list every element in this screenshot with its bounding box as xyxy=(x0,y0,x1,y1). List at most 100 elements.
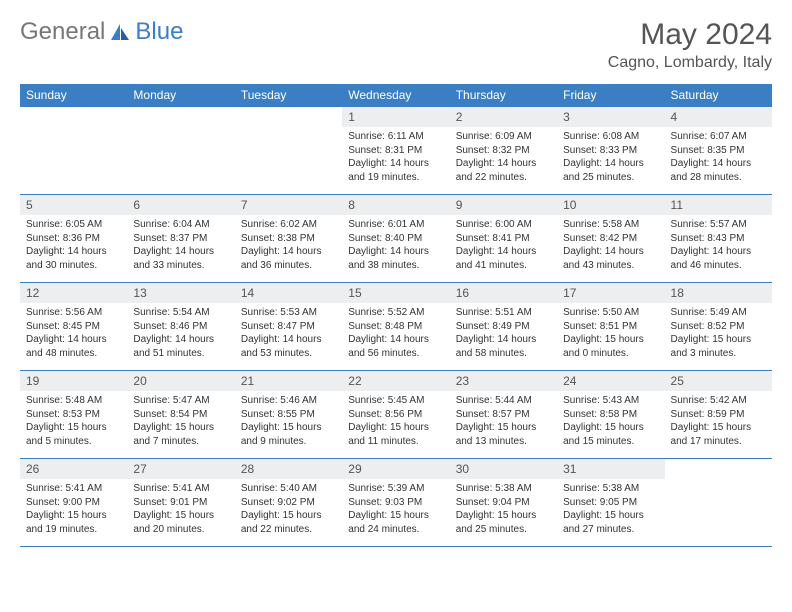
day-number: 30 xyxy=(450,459,557,479)
calendar-week: 26Sunrise: 5:41 AMSunset: 9:00 PMDayligh… xyxy=(20,459,772,547)
day-details: Sunrise: 5:49 AMSunset: 8:52 PMDaylight:… xyxy=(665,303,772,364)
calendar-cell xyxy=(20,107,127,195)
day-header: Saturday xyxy=(665,84,772,107)
calendar-cell: 1Sunrise: 6:11 AMSunset: 8:31 PMDaylight… xyxy=(342,107,449,195)
calendar-cell: 24Sunrise: 5:43 AMSunset: 8:58 PMDayligh… xyxy=(557,371,664,459)
day-details: Sunrise: 6:09 AMSunset: 8:32 PMDaylight:… xyxy=(450,127,557,188)
calendar-cell: 31Sunrise: 5:38 AMSunset: 9:05 PMDayligh… xyxy=(557,459,664,547)
day-number: 14 xyxy=(235,283,342,303)
day-number: 20 xyxy=(127,371,234,391)
day-details: Sunrise: 5:42 AMSunset: 8:59 PMDaylight:… xyxy=(665,391,772,452)
day-details: Sunrise: 5:53 AMSunset: 8:47 PMDaylight:… xyxy=(235,303,342,364)
day-number: 28 xyxy=(235,459,342,479)
day-number: 25 xyxy=(665,371,772,391)
day-details: Sunrise: 5:50 AMSunset: 8:51 PMDaylight:… xyxy=(557,303,664,364)
day-number: 5 xyxy=(20,195,127,215)
calendar-cell: 29Sunrise: 5:39 AMSunset: 9:03 PMDayligh… xyxy=(342,459,449,547)
day-details: Sunrise: 5:44 AMSunset: 8:57 PMDaylight:… xyxy=(450,391,557,452)
calendar-cell: 9Sunrise: 6:00 AMSunset: 8:41 PMDaylight… xyxy=(450,195,557,283)
day-details: Sunrise: 6:08 AMSunset: 8:33 PMDaylight:… xyxy=(557,127,664,188)
calendar-cell: 5Sunrise: 6:05 AMSunset: 8:36 PMDaylight… xyxy=(20,195,127,283)
day-number: 11 xyxy=(665,195,772,215)
day-number: 1 xyxy=(342,107,449,127)
day-details: Sunrise: 5:40 AMSunset: 9:02 PMDaylight:… xyxy=(235,479,342,540)
calendar-cell: 21Sunrise: 5:46 AMSunset: 8:55 PMDayligh… xyxy=(235,371,342,459)
day-details: Sunrise: 6:00 AMSunset: 8:41 PMDaylight:… xyxy=(450,215,557,276)
calendar-cell: 6Sunrise: 6:04 AMSunset: 8:37 PMDaylight… xyxy=(127,195,234,283)
logo-text-1: General xyxy=(20,18,105,46)
day-header: Monday xyxy=(127,84,234,107)
day-number: 24 xyxy=(557,371,664,391)
day-number: 26 xyxy=(20,459,127,479)
day-number: 23 xyxy=(450,371,557,391)
calendar-cell: 2Sunrise: 6:09 AMSunset: 8:32 PMDaylight… xyxy=(450,107,557,195)
calendar-cell: 19Sunrise: 5:48 AMSunset: 8:53 PMDayligh… xyxy=(20,371,127,459)
day-details: Sunrise: 5:51 AMSunset: 8:49 PMDaylight:… xyxy=(450,303,557,364)
calendar-cell: 7Sunrise: 6:02 AMSunset: 8:38 PMDaylight… xyxy=(235,195,342,283)
location: Cagno, Lombardy, Italy xyxy=(608,54,772,72)
day-number: 2 xyxy=(450,107,557,127)
calendar-week: 19Sunrise: 5:48 AMSunset: 8:53 PMDayligh… xyxy=(20,371,772,459)
title-block: May 2024 Cagno, Lombardy, Italy xyxy=(608,18,772,72)
day-details: Sunrise: 5:43 AMSunset: 8:58 PMDaylight:… xyxy=(557,391,664,452)
day-number: 16 xyxy=(450,283,557,303)
calendar-cell: 14Sunrise: 5:53 AMSunset: 8:47 PMDayligh… xyxy=(235,283,342,371)
day-details: Sunrise: 5:58 AMSunset: 8:42 PMDaylight:… xyxy=(557,215,664,276)
day-details: Sunrise: 5:45 AMSunset: 8:56 PMDaylight:… xyxy=(342,391,449,452)
day-details: Sunrise: 6:05 AMSunset: 8:36 PMDaylight:… xyxy=(20,215,127,276)
day-details: Sunrise: 5:41 AMSunset: 9:00 PMDaylight:… xyxy=(20,479,127,540)
day-number: 4 xyxy=(665,107,772,127)
day-number: 18 xyxy=(665,283,772,303)
day-header: Friday xyxy=(557,84,664,107)
day-number: 22 xyxy=(342,371,449,391)
calendar-cell: 20Sunrise: 5:47 AMSunset: 8:54 PMDayligh… xyxy=(127,371,234,459)
day-header: Tuesday xyxy=(235,84,342,107)
calendar-cell: 18Sunrise: 5:49 AMSunset: 8:52 PMDayligh… xyxy=(665,283,772,371)
calendar-cell: 23Sunrise: 5:44 AMSunset: 8:57 PMDayligh… xyxy=(450,371,557,459)
day-details: Sunrise: 5:56 AMSunset: 8:45 PMDaylight:… xyxy=(20,303,127,364)
calendar-week: 5Sunrise: 6:05 AMSunset: 8:36 PMDaylight… xyxy=(20,195,772,283)
day-details: Sunrise: 5:54 AMSunset: 8:46 PMDaylight:… xyxy=(127,303,234,364)
calendar-cell: 11Sunrise: 5:57 AMSunset: 8:43 PMDayligh… xyxy=(665,195,772,283)
day-number: 17 xyxy=(557,283,664,303)
logo: General Blue xyxy=(20,18,183,46)
day-number: 31 xyxy=(557,459,664,479)
calendar-cell xyxy=(235,107,342,195)
day-header: Sunday xyxy=(20,84,127,107)
logo-text-2: Blue xyxy=(135,18,183,46)
calendar-cell: 22Sunrise: 5:45 AMSunset: 8:56 PMDayligh… xyxy=(342,371,449,459)
calendar-cell: 27Sunrise: 5:41 AMSunset: 9:01 PMDayligh… xyxy=(127,459,234,547)
calendar-cell xyxy=(665,459,772,547)
day-number: 15 xyxy=(342,283,449,303)
calendar-cell: 4Sunrise: 6:07 AMSunset: 8:35 PMDaylight… xyxy=(665,107,772,195)
calendar-cell: 8Sunrise: 6:01 AMSunset: 8:40 PMDaylight… xyxy=(342,195,449,283)
calendar-table: SundayMondayTuesdayWednesdayThursdayFrid… xyxy=(20,84,772,547)
calendar-cell: 30Sunrise: 5:38 AMSunset: 9:04 PMDayligh… xyxy=(450,459,557,547)
day-number: 13 xyxy=(127,283,234,303)
day-details: Sunrise: 5:52 AMSunset: 8:48 PMDaylight:… xyxy=(342,303,449,364)
calendar-cell: 10Sunrise: 5:58 AMSunset: 8:42 PMDayligh… xyxy=(557,195,664,283)
day-number: 29 xyxy=(342,459,449,479)
day-number: 19 xyxy=(20,371,127,391)
day-header-row: SundayMondayTuesdayWednesdayThursdayFrid… xyxy=(20,84,772,107)
day-details: Sunrise: 5:41 AMSunset: 9:01 PMDaylight:… xyxy=(127,479,234,540)
day-number: 12 xyxy=(20,283,127,303)
day-details: Sunrise: 6:07 AMSunset: 8:35 PMDaylight:… xyxy=(665,127,772,188)
calendar-cell: 28Sunrise: 5:40 AMSunset: 9:02 PMDayligh… xyxy=(235,459,342,547)
day-details: Sunrise: 6:11 AMSunset: 8:31 PMDaylight:… xyxy=(342,127,449,188)
day-number: 8 xyxy=(342,195,449,215)
day-number: 7 xyxy=(235,195,342,215)
calendar-cell: 15Sunrise: 5:52 AMSunset: 8:48 PMDayligh… xyxy=(342,283,449,371)
day-details: Sunrise: 5:38 AMSunset: 9:04 PMDaylight:… xyxy=(450,479,557,540)
day-number: 27 xyxy=(127,459,234,479)
calendar-body: 1Sunrise: 6:11 AMSunset: 8:31 PMDaylight… xyxy=(20,107,772,547)
calendar-cell: 3Sunrise: 6:08 AMSunset: 8:33 PMDaylight… xyxy=(557,107,664,195)
calendar-cell: 26Sunrise: 5:41 AMSunset: 9:00 PMDayligh… xyxy=(20,459,127,547)
day-details: Sunrise: 5:39 AMSunset: 9:03 PMDaylight:… xyxy=(342,479,449,540)
day-details: Sunrise: 5:47 AMSunset: 8:54 PMDaylight:… xyxy=(127,391,234,452)
calendar-cell: 12Sunrise: 5:56 AMSunset: 8:45 PMDayligh… xyxy=(20,283,127,371)
day-details: Sunrise: 5:46 AMSunset: 8:55 PMDaylight:… xyxy=(235,391,342,452)
day-number: 9 xyxy=(450,195,557,215)
calendar-week: 1Sunrise: 6:11 AMSunset: 8:31 PMDaylight… xyxy=(20,107,772,195)
header: General Blue May 2024 Cagno, Lombardy, I… xyxy=(20,18,772,72)
